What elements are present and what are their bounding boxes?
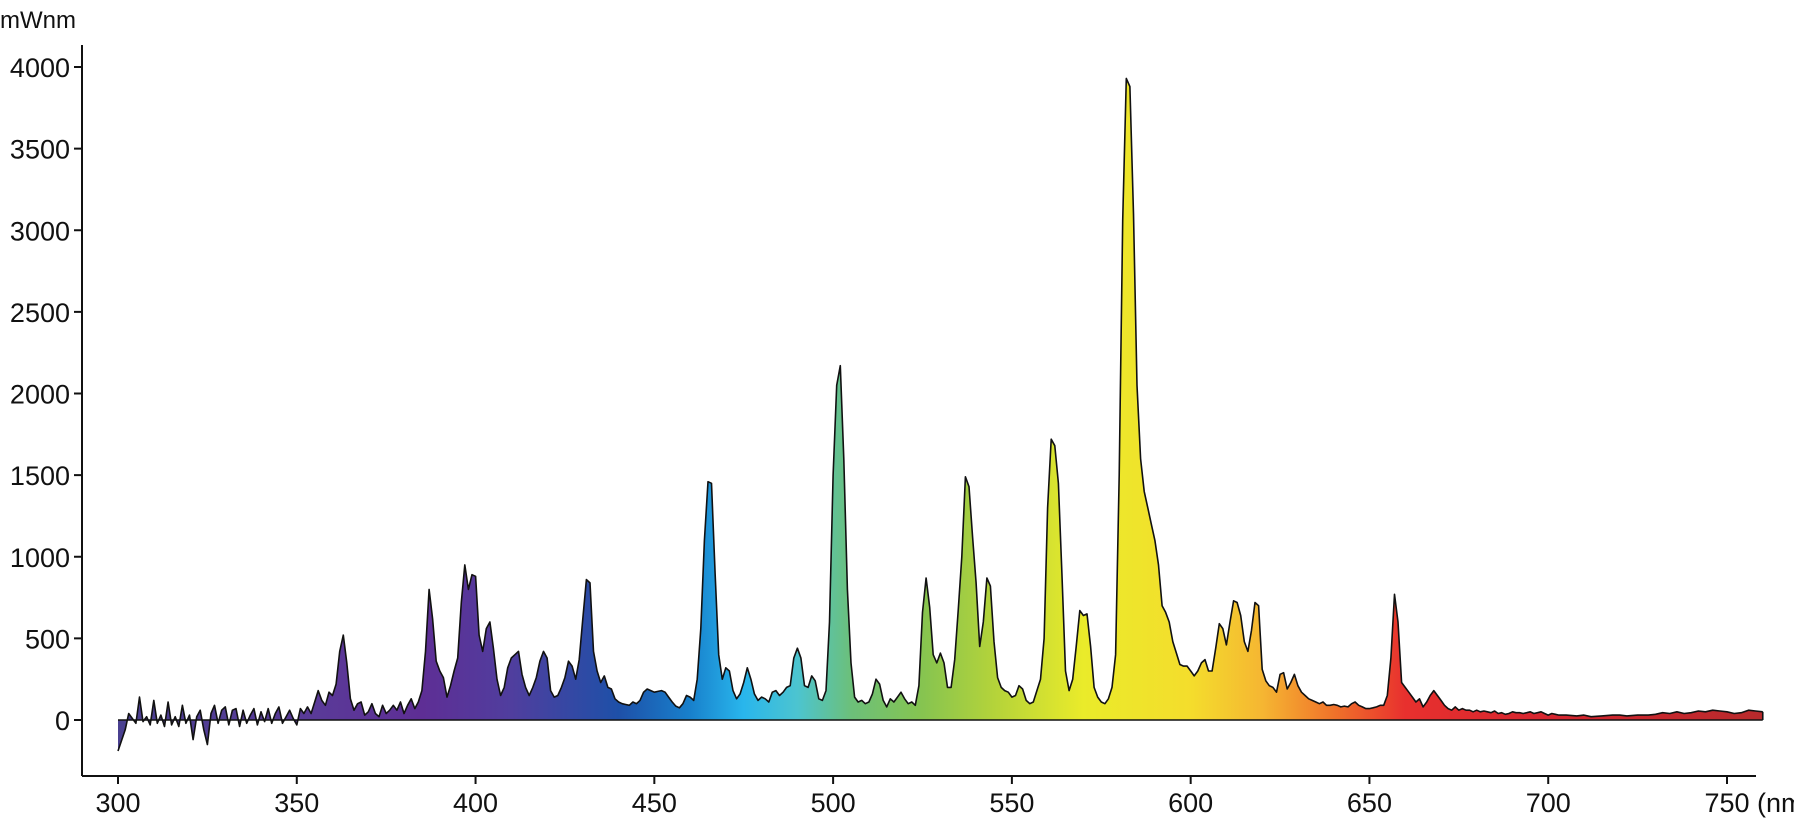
x-tick-label: 500 (811, 788, 856, 818)
y-tick-label: 3000 (10, 216, 70, 246)
y-tick-label: 2500 (10, 298, 70, 328)
x-tick-label: 750 (1704, 788, 1749, 818)
x-tick-label: 400 (453, 788, 498, 818)
y-tick-label: 1000 (10, 543, 70, 573)
x-tick-label: 700 (1526, 788, 1571, 818)
axis-labels: mWnm (nm) (0, 7, 1794, 818)
x-tick-label: 450 (632, 788, 677, 818)
axes: 0 500 1000 1500 2000 2500 3000 3500 4000 300 350 40… (10, 45, 1756, 818)
x-axis-unit-label: (nm) (1757, 788, 1794, 818)
y-axis-unit-label: mWnm (0, 7, 76, 34)
plot-area (117, 77, 1764, 752)
x-tick-label: 350 (274, 788, 319, 818)
y-tick-label: 4000 (10, 53, 70, 83)
y-tick-label: 1500 (10, 461, 70, 491)
x-tick-label: 550 (989, 788, 1034, 818)
x-tick-label: 600 (1168, 788, 1213, 818)
spectrum-line (117, 77, 1763, 752)
x-tick-label: 300 (95, 788, 140, 818)
y-tick-label: 3500 (10, 135, 70, 165)
x-tick-label: 650 (1347, 788, 1392, 818)
y-tick-label: 500 (25, 624, 70, 654)
y-tick-label: 0 (55, 706, 70, 736)
spectrum-area (118, 78, 1763, 751)
y-tick-label: 2000 (10, 380, 70, 410)
